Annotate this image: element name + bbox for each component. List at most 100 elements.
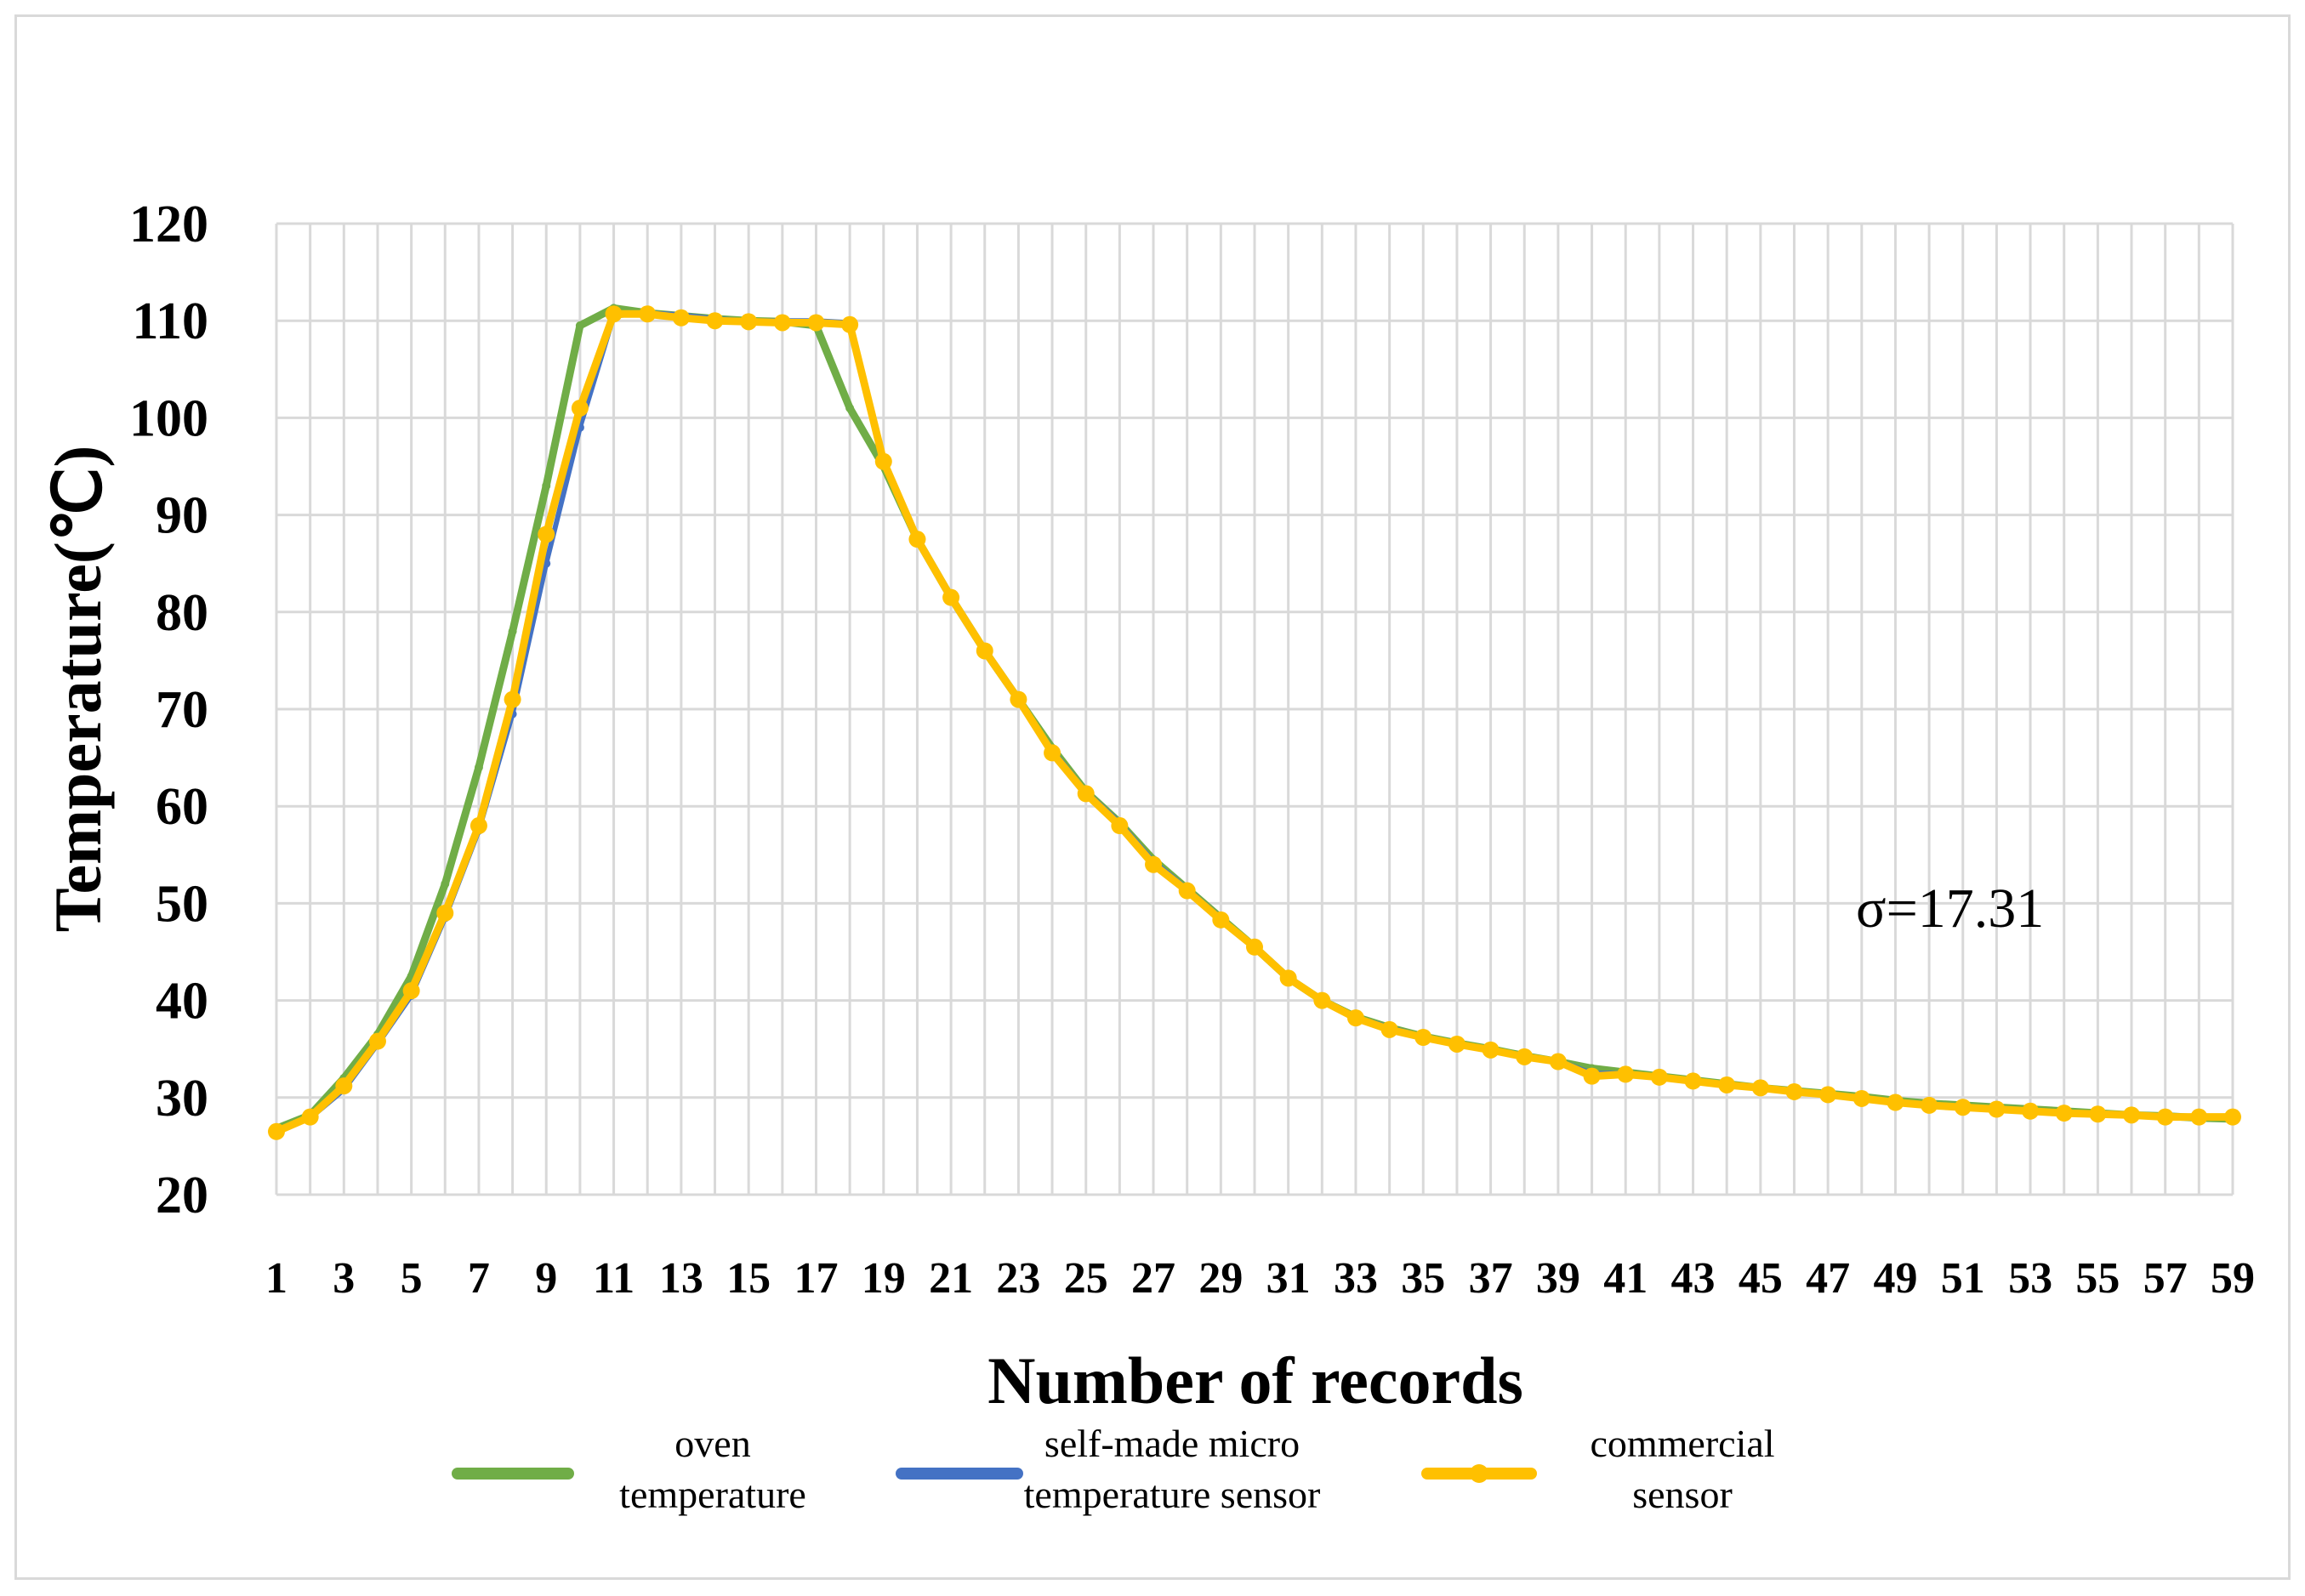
data-point-commercial bbox=[1044, 744, 1061, 762]
y-tick-label: 20 bbox=[156, 1167, 208, 1224]
data-point-commercial bbox=[706, 312, 724, 330]
y-axis-title: Temperature(℃) bbox=[41, 446, 115, 933]
legend-label-oven: oven bbox=[674, 1422, 750, 1465]
legend-marker-commercial bbox=[1470, 1464, 1488, 1483]
data-point-oven bbox=[441, 879, 450, 889]
data-point-commercial bbox=[571, 399, 589, 417]
data-point-commercial bbox=[1279, 969, 1297, 987]
x-tick-label: 9 bbox=[535, 1254, 557, 1303]
data-point-commercial bbox=[2022, 1102, 2040, 1120]
x-tick-label: 53 bbox=[2008, 1254, 2052, 1303]
data-point-oven bbox=[845, 403, 855, 412]
legend-marker-oven bbox=[508, 1468, 518, 1479]
data-point-commercial bbox=[807, 314, 825, 332]
y-tick-label: 90 bbox=[156, 487, 208, 545]
data-point-commercial bbox=[1751, 1079, 1769, 1097]
data-point-commercial bbox=[2224, 1108, 2241, 1126]
x-tick-label: 21 bbox=[929, 1254, 973, 1303]
x-tick-label: 55 bbox=[2075, 1254, 2120, 1303]
y-tick-label: 70 bbox=[156, 681, 208, 739]
y-tick-label: 30 bbox=[156, 1070, 208, 1127]
legend-label-oven: temperature bbox=[619, 1473, 806, 1516]
data-point-commercial bbox=[1718, 1076, 1736, 1093]
data-point-commercial bbox=[1887, 1093, 1904, 1111]
data-point-commercial bbox=[976, 642, 993, 660]
x-tick-label: 37 bbox=[1469, 1254, 1513, 1303]
x-tick-label: 51 bbox=[1941, 1254, 1985, 1303]
y-tick-labels: 20 30 40 50 60 70 80 90 100 110 120 bbox=[129, 196, 208, 1224]
x-tick-labels: 1 3 5 7 9 11 13 15 17 19 21 23 25 27 29 31 33 35 37 39 41 43 4… bbox=[265, 1254, 2255, 1303]
x-tick-label: 3 bbox=[333, 1254, 355, 1303]
x-tick-label: 11 bbox=[593, 1254, 635, 1303]
data-point-commercial bbox=[1785, 1082, 1803, 1100]
x-tick-label: 5 bbox=[401, 1254, 423, 1303]
data-point-commercial bbox=[301, 1108, 319, 1126]
x-tick-label: 31 bbox=[1266, 1254, 1311, 1303]
data-point-commercial bbox=[1684, 1072, 1702, 1090]
legend-label-commercial: commercial bbox=[1590, 1422, 1774, 1465]
x-tick-label: 39 bbox=[1536, 1254, 1580, 1303]
data-point-commercial bbox=[1583, 1067, 1601, 1085]
data-point-commercial bbox=[1988, 1100, 2006, 1118]
legend-label-self-made-micro: temperature sensor bbox=[1024, 1473, 1321, 1516]
data-point-commercial bbox=[1448, 1035, 1466, 1053]
data-point-commercial bbox=[1549, 1053, 1567, 1071]
data-point-oven bbox=[508, 627, 517, 636]
x-tick-label: 1 bbox=[265, 1254, 287, 1303]
data-point-commercial bbox=[2190, 1108, 2208, 1126]
x-tick-label: 29 bbox=[1198, 1254, 1243, 1303]
data-point-commercial bbox=[1414, 1028, 1432, 1046]
data-point-commercial bbox=[1077, 785, 1095, 803]
data-point-commercial bbox=[2123, 1106, 2141, 1124]
data-point-commercial bbox=[874, 452, 892, 470]
x-tick-label: 19 bbox=[862, 1254, 906, 1303]
data-point-commercial bbox=[1954, 1099, 1972, 1116]
data-point-oven bbox=[575, 321, 584, 330]
data-point-commercial bbox=[942, 588, 960, 606]
x-tick-label: 47 bbox=[1806, 1254, 1850, 1303]
series-lines bbox=[268, 304, 2241, 1140]
data-point-oven bbox=[474, 763, 483, 772]
data-point-commercial bbox=[639, 305, 657, 323]
data-point-commercial bbox=[1819, 1086, 1837, 1104]
data-point-commercial bbox=[1145, 855, 1163, 873]
data-point-commercial bbox=[773, 314, 791, 332]
x-tick-label: 17 bbox=[794, 1254, 838, 1303]
data-point-commercial bbox=[2089, 1105, 2107, 1123]
y-tick-label: 100 bbox=[129, 389, 208, 447]
legend-label-commercial: sensor bbox=[1632, 1473, 1733, 1516]
y-tick-label: 50 bbox=[156, 875, 208, 933]
x-tick-label: 49 bbox=[1873, 1254, 1917, 1303]
data-point-commercial bbox=[1853, 1089, 1870, 1107]
x-tick-label: 57 bbox=[2143, 1254, 2188, 1303]
data-point-commercial bbox=[2156, 1108, 2174, 1126]
data-point-commercial bbox=[1111, 817, 1129, 835]
y-tick-label: 110 bbox=[132, 293, 208, 350]
data-point-commercial bbox=[538, 525, 555, 543]
data-point-commercial bbox=[268, 1122, 285, 1140]
y-tick-label: 60 bbox=[156, 778, 208, 836]
data-point-commercial bbox=[672, 309, 690, 327]
x-tick-label: 23 bbox=[996, 1254, 1040, 1303]
data-point-commercial bbox=[908, 531, 926, 548]
data-point-commercial bbox=[2055, 1105, 2073, 1122]
x-axis-title: Number of records bbox=[987, 1343, 1523, 1417]
x-tick-label: 41 bbox=[1603, 1254, 1648, 1303]
data-point-commercial bbox=[1346, 1009, 1364, 1027]
x-tick-label: 13 bbox=[659, 1254, 703, 1303]
x-tick-label: 45 bbox=[1739, 1254, 1783, 1303]
data-point-commercial bbox=[335, 1077, 353, 1095]
data-point-commercial bbox=[436, 904, 454, 922]
x-tick-label: 59 bbox=[2211, 1254, 2255, 1303]
x-tick-label: 27 bbox=[1131, 1254, 1175, 1303]
legend-label-self-made-micro: self-made micro bbox=[1044, 1422, 1300, 1465]
x-tick-label: 33 bbox=[1334, 1254, 1378, 1303]
data-point-commercial bbox=[1380, 1020, 1398, 1038]
data-point-commercial bbox=[1482, 1041, 1500, 1059]
data-point-commercial bbox=[1212, 911, 1230, 929]
x-tick-label: 43 bbox=[1671, 1254, 1716, 1303]
legend-marker-self-made-micro bbox=[954, 1468, 965, 1479]
y-tick-label: 80 bbox=[156, 584, 208, 642]
data-point-commercial bbox=[1178, 882, 1196, 900]
